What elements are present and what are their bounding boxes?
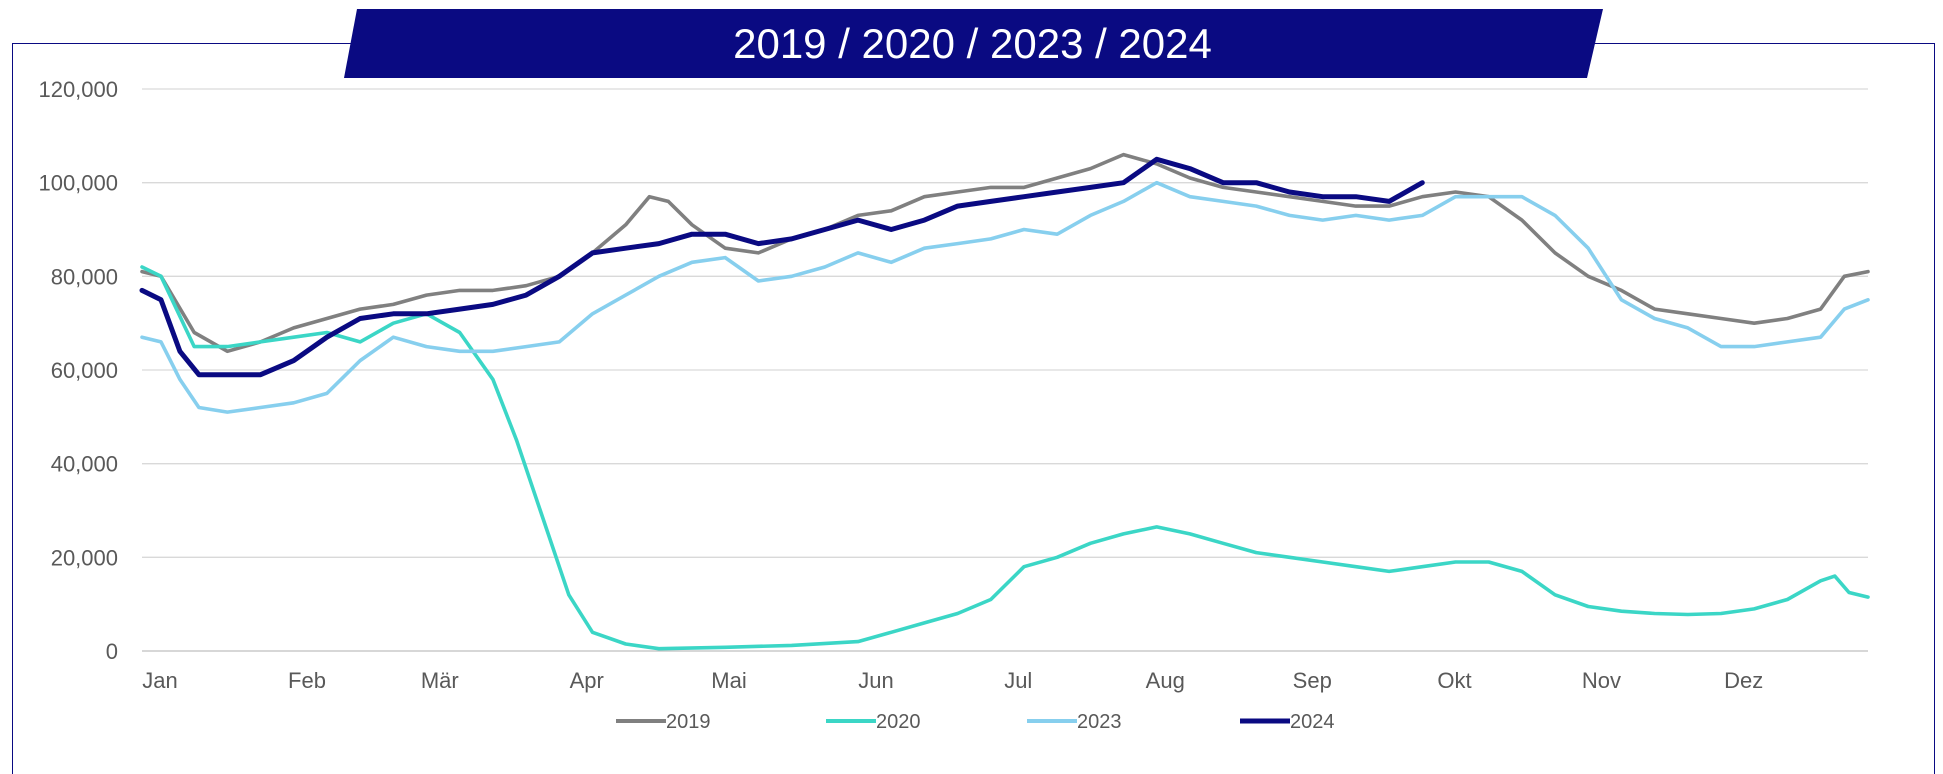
x-tick-label: Apr — [570, 668, 604, 693]
y-tick-label: 20,000 — [51, 545, 118, 570]
y-tick-label: 120,000 — [38, 77, 118, 102]
x-tick-label: Mär — [421, 668, 459, 693]
x-tick-label: Jul — [1004, 668, 1032, 693]
title-banner — [344, 9, 1603, 78]
x-tick-label: Aug — [1146, 668, 1185, 693]
series-line-2024 — [139, 156, 1425, 378]
y-tick-label: 40,000 — [51, 452, 118, 477]
title-banner-shape — [344, 9, 1603, 78]
x-tick-label: Dez — [1724, 668, 1763, 693]
x-tick-label: Nov — [1582, 668, 1621, 693]
series-line-2023 — [140, 180, 1870, 414]
x-tick-label: Mai — [711, 668, 746, 693]
y-tick-label: 0 — [106, 639, 118, 664]
x-tick-label: Jan — [142, 668, 177, 693]
legend-label-2023: 2023 — [1077, 711, 1122, 733]
x-tick-label: Okt — [1437, 668, 1471, 693]
legend-label-2020: 2020 — [876, 711, 921, 733]
y-tick-label: 100,000 — [38, 171, 118, 196]
y-tick-label: 60,000 — [51, 358, 118, 383]
legend-label-2019: 2019 — [666, 711, 711, 733]
legend-label-2024: 2024 — [1290, 711, 1335, 733]
x-tick-label: Feb — [288, 668, 326, 693]
chart-title: 2019 / 2020 / 2023 / 2024 — [733, 20, 1212, 67]
series-line-2019 — [140, 152, 1870, 354]
x-tick-label: Sep — [1293, 668, 1332, 693]
x-tick-label: Jun — [858, 668, 893, 693]
y-tick-label: 80,000 — [51, 264, 118, 289]
series-line-2020 — [140, 265, 1870, 651]
